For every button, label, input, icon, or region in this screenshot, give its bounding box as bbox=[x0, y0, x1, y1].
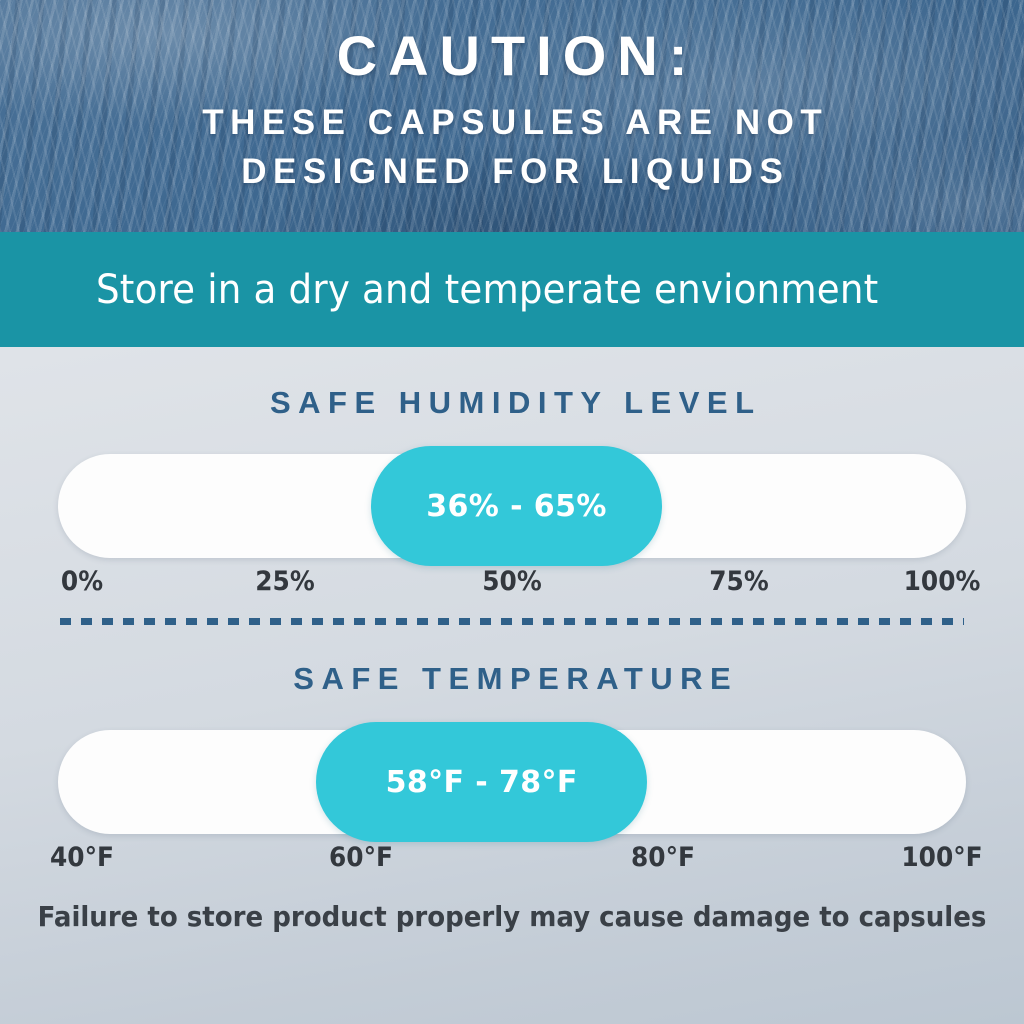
humidity-gauge-title: SAFE HUMIDITY LEVEL bbox=[269, 385, 762, 420]
humidity-range-label: 36% - 65% bbox=[426, 488, 607, 524]
storage-instruction-banner: Store in a dry and temperate envionment bbox=[0, 232, 1024, 347]
humidity-safe-range-pill: 36% - 65% bbox=[370, 446, 663, 566]
scale-tick-label: 40°F bbox=[50, 842, 114, 873]
temperature-gauge-title: SAFE TEMPERATURE bbox=[293, 661, 739, 696]
temperature-gauge-bar: 58°F - 78°F bbox=[58, 722, 966, 842]
temperature-gauge-section: SAFE TEMPERATURE 58°F - 78°F 40°F 60°F 80°… bbox=[0, 625, 1024, 882]
section-divider bbox=[60, 618, 964, 625]
footer-warning-note: Failure to store product properly may ca… bbox=[37, 900, 987, 933]
humidity-scale: 0% 25% 50% 75% 100% bbox=[0, 566, 1024, 606]
main-content: SAFE HUMIDITY LEVEL 36% - 65% 0% 25% 50% 75… bbox=[0, 347, 1024, 1024]
scale-tick-label: 75% bbox=[709, 566, 769, 597]
temperature-safe-range-pill: 58°F - 78°F bbox=[316, 722, 648, 842]
scale-tick-label: 60°F bbox=[328, 842, 393, 873]
humidity-gauge-section: SAFE HUMIDITY LEVEL 36% - 65% 0% 25% 50% 75… bbox=[0, 347, 1024, 606]
water-ripple-overlay bbox=[0, 0, 1024, 232]
header-text-block: CAUTION: THESE CAPSULES ARE NOT DESIGNED… bbox=[0, 0, 1024, 232]
header-banner: CAUTION: THESE CAPSULES ARE NOT DESIGNED… bbox=[0, 0, 1024, 232]
temperature-scale: 40°F 60°F 80°F 100°F bbox=[0, 842, 1024, 882]
temperature-range-label: 58°F - 78°F bbox=[385, 764, 578, 800]
scale-tick-label: 50% bbox=[482, 566, 542, 597]
scale-tick-label: 25% bbox=[255, 566, 315, 597]
caution-subheading-line1: THESE CAPSULES ARE NOT bbox=[202, 103, 829, 143]
scale-tick-label: 0% bbox=[60, 566, 104, 597]
scale-tick-label: 100% bbox=[903, 566, 981, 597]
humidity-gauge-bar: 36% - 65% bbox=[58, 446, 966, 566]
scale-tick-label: 100°F bbox=[901, 842, 983, 873]
scale-tick-label: 80°F bbox=[631, 842, 696, 873]
caution-subheading-line2: DESIGNED FOR LIQUIDS bbox=[241, 151, 790, 191]
water-texture-background bbox=[0, 0, 1024, 232]
storage-instruction-text: Store in a dry and temperate envionment bbox=[96, 266, 879, 313]
caution-heading: CAUTION: bbox=[336, 24, 699, 87]
